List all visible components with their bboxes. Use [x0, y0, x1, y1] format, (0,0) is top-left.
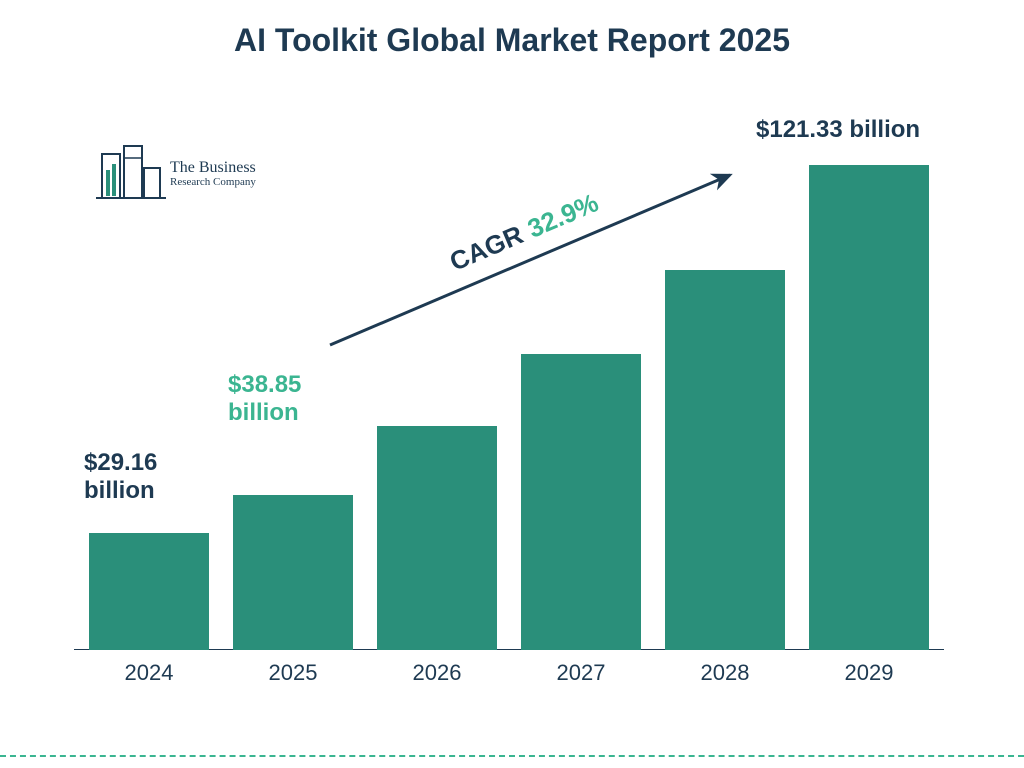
cagr-arrow: [330, 175, 750, 365]
x-label-2027: 2027: [521, 660, 641, 686]
value-label: $38.85billion: [228, 371, 301, 426]
bar-2027: [521, 354, 641, 650]
x-label-2025: 2025: [233, 660, 353, 686]
x-label-2026: 2026: [377, 660, 497, 686]
x-label-2029: 2029: [809, 660, 929, 686]
chart-title: AI Toolkit Global Market Report 2025: [0, 22, 1024, 59]
value-label: $121.33 billion: [756, 116, 920, 144]
bar-2026: [377, 426, 497, 650]
bar-2025: [233, 495, 353, 650]
value-label: $29.16billion: [84, 449, 157, 504]
x-label-2024: 2024: [89, 660, 209, 686]
bar-2029: [809, 165, 929, 650]
footer-divider: [0, 755, 1024, 757]
bar-2024: [89, 533, 209, 650]
x-label-2028: 2028: [665, 660, 785, 686]
